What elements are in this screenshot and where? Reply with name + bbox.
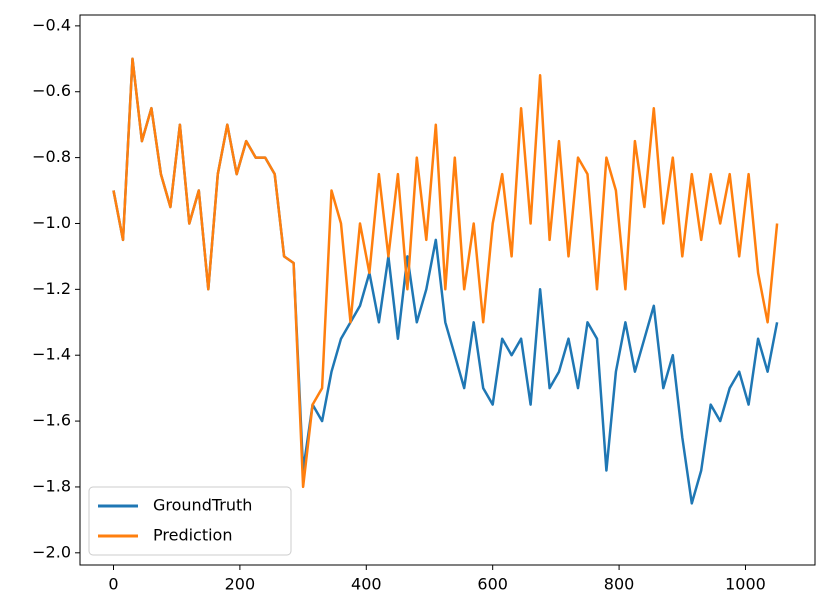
y-tick-label: −2.0 — [32, 542, 71, 561]
plot-frame — [79, 14, 816, 566]
x-tick-label: 0 — [108, 575, 118, 594]
series-line — [112, 57, 779, 489]
y-tick-label: −1.8 — [32, 476, 71, 495]
y-tick-label: −0.8 — [32, 147, 71, 166]
legend-label: GroundTruth — [153, 496, 252, 515]
y-tick-label: −1.2 — [32, 279, 71, 298]
y-tick-label: −0.4 — [32, 15, 71, 34]
x-tick-label: 200 — [225, 575, 256, 594]
x-tick-label: 600 — [477, 575, 508, 594]
legend-box — [88, 486, 292, 556]
legend-label: Prediction — [153, 526, 232, 545]
x-tick-label: 1000 — [725, 575, 766, 594]
y-tick-label: −1.0 — [32, 213, 71, 232]
x-tick-label: 400 — [351, 575, 382, 594]
y-tick-label: −1.4 — [32, 345, 71, 364]
y-tick-label: −1.6 — [32, 411, 71, 430]
x-tick-label: 800 — [604, 575, 635, 594]
y-tick-label: −0.6 — [32, 81, 71, 100]
